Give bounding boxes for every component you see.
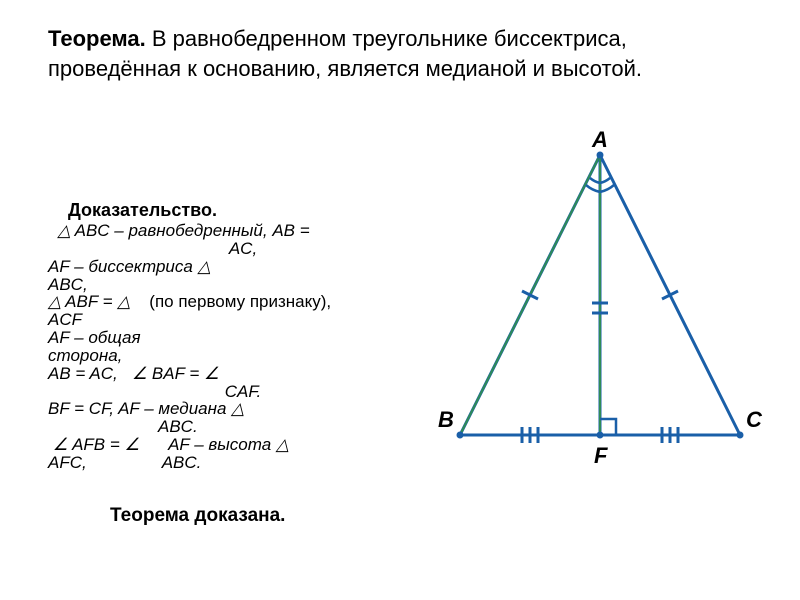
vertex-B: B <box>438 407 454 433</box>
proof-qed: Теорема доказана. <box>110 505 285 527</box>
proof-line: AFC, ABC. <box>48 454 438 472</box>
vertex-A: A <box>592 127 608 153</box>
proof-line: ∠ AFB = ∠ AF – высота △ <box>48 436 438 454</box>
triangle-figure: A B C F <box>430 135 770 495</box>
proof-body: △ ABC – равнобедренный, AB = AC, AF – би… <box>48 222 438 472</box>
proof-line: CAF. <box>48 383 438 401</box>
triangle-svg <box>430 135 770 495</box>
theorem-statement: Теорема. В равнобедренном треугольнике б… <box>48 24 668 83</box>
proof-line: ACF <box>48 311 438 329</box>
proof-line: △ ABF = △ (по первому признаку), <box>48 293 438 311</box>
vertex-F: F <box>594 443 607 469</box>
proof-line: ABC. <box>158 418 438 436</box>
proof-line: сторона, <box>48 347 438 365</box>
vertex-C: C <box>746 407 762 433</box>
proof-line: ABC, <box>48 276 438 294</box>
proof-label: Доказательство. <box>68 200 217 221</box>
theorem-label: Теорема. <box>48 26 146 51</box>
proof-line: BF = CF, AF – медиана △ <box>48 400 438 418</box>
proof-line: AC, <box>48 240 438 258</box>
proof-line: AF – биссектриса △ <box>48 258 438 276</box>
proof-line: △ ABC – равнобедренный, AB = <box>48 222 438 240</box>
proof-line: AB = AC, ∠ BAF = ∠ <box>48 365 438 383</box>
proof-line: AF – общая <box>48 329 438 347</box>
